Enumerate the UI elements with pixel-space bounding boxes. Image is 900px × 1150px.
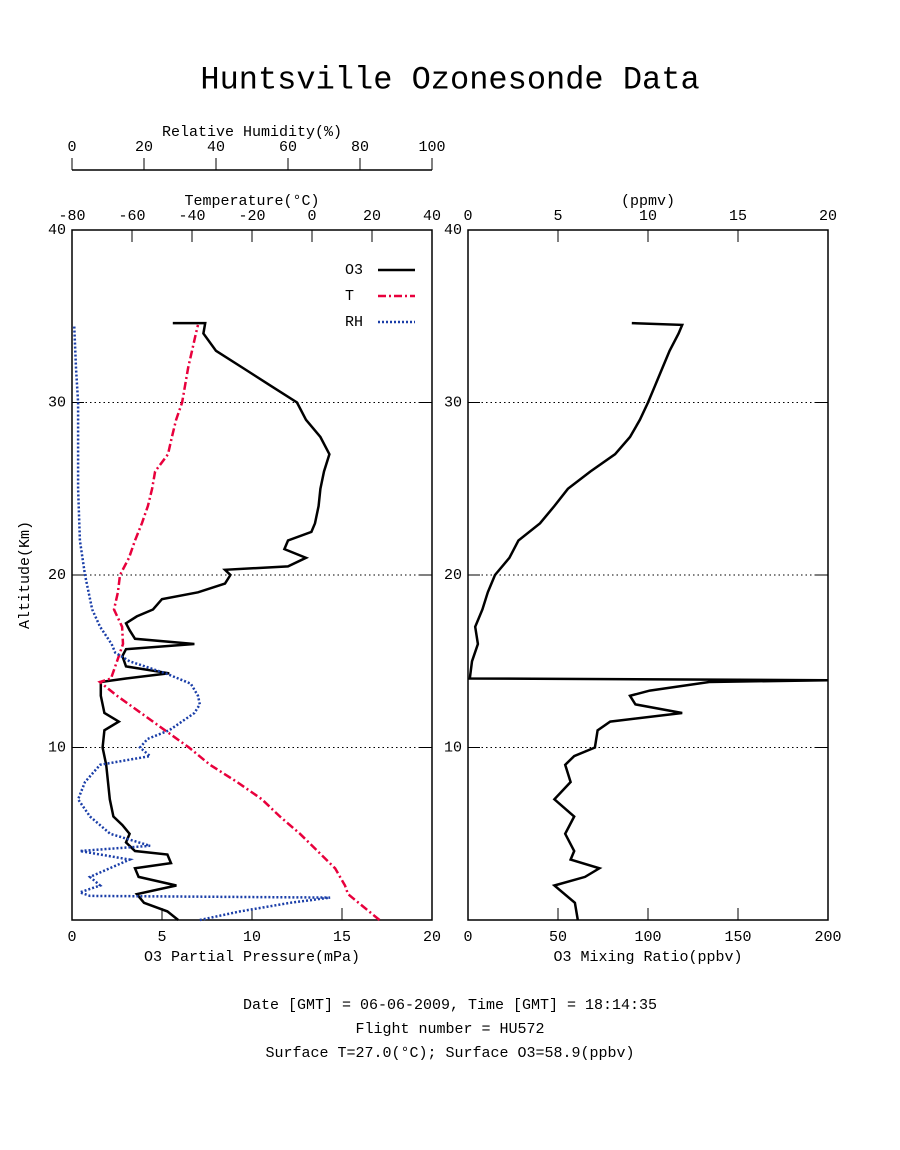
footer-line: Date [GMT] = 06-06-2009, Time [GMT] = 18…: [243, 997, 657, 1014]
x-axis-label: O3 Mixing Ratio(ppbv): [553, 949, 742, 966]
x-tick-label: 100: [634, 929, 661, 946]
x-tick-label: 50: [549, 929, 567, 946]
x2-tick-label: 0: [307, 208, 316, 225]
y-tick-label: 20: [444, 567, 462, 584]
footer-line: Flight number = HU572: [355, 1021, 544, 1038]
x-tick-label: 200: [814, 929, 841, 946]
y-axis-label: Altitude(Km): [17, 521, 34, 629]
y-tick-label: 10: [444, 739, 462, 756]
y-tick-label: 40: [48, 222, 66, 239]
x2-tick-label: 20: [819, 208, 837, 225]
x2-tick-label: 0: [463, 208, 472, 225]
x2-tick-label: 10: [639, 208, 657, 225]
legend-label: T: [345, 288, 354, 305]
x3-axis-label: Relative Humidity(%): [162, 124, 342, 141]
series-line: [72, 324, 331, 922]
y-tick-label: 40: [444, 222, 462, 239]
x2-tick-label: 5: [553, 208, 562, 225]
x-tick-label: 10: [243, 929, 261, 946]
x2-tick-label: -20: [238, 208, 265, 225]
series-line: [99, 321, 331, 921]
chart-title: Huntsville Ozonesonde Data: [200, 61, 699, 98]
x3-tick-label: 20: [135, 139, 153, 156]
x2-axis-label: Temperature(°C): [184, 193, 319, 210]
x-tick-label: 150: [724, 929, 751, 946]
x3-tick-label: 0: [67, 139, 76, 156]
series-line: [97, 324, 381, 921]
x3-tick-label: 100: [418, 139, 445, 156]
footer-line: Surface T=27.0(°C); Surface O3=58.9(ppbv…: [265, 1045, 634, 1062]
x2-tick-label: -60: [118, 208, 145, 225]
x3-tick-label: 40: [207, 139, 225, 156]
x2-tick-label: 15: [729, 208, 747, 225]
y-tick-label: 30: [444, 394, 462, 411]
y-tick-label: 10: [48, 739, 66, 756]
x-tick-label: 0: [67, 929, 76, 946]
series-line: [468, 321, 829, 921]
x-tick-label: 20: [423, 929, 441, 946]
x2-tick-label: 20: [363, 208, 381, 225]
x2-tick-label: 40: [423, 208, 441, 225]
x3-tick-label: 80: [351, 139, 369, 156]
x2-tick-label: -80: [58, 208, 85, 225]
x-axis-label: O3 Partial Pressure(mPa): [144, 949, 360, 966]
y-tick-label: 30: [48, 394, 66, 411]
x-tick-label: 5: [157, 929, 166, 946]
x3-tick-label: 60: [279, 139, 297, 156]
legend-label: O3: [345, 262, 363, 279]
legend-label: RH: [345, 314, 363, 331]
x-tick-label: 15: [333, 929, 351, 946]
x2-axis-label: (ppmv): [621, 193, 675, 210]
x2-tick-label: -40: [178, 208, 205, 225]
y-tick-label: 20: [48, 567, 66, 584]
x-tick-label: 0: [463, 929, 472, 946]
